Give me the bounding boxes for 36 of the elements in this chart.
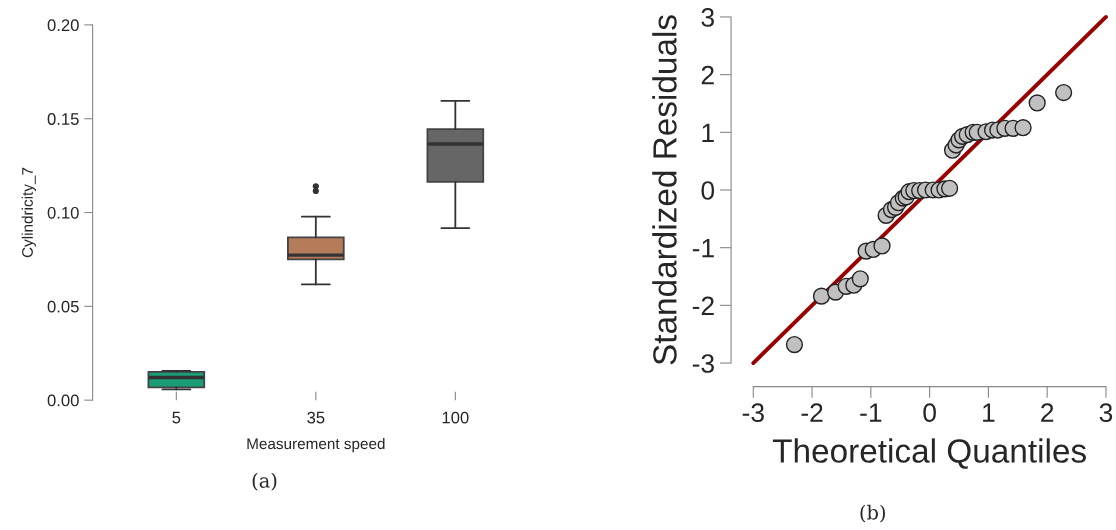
y-tick-label: -3 — [692, 354, 714, 373]
x-tick-label: 2 — [1041, 403, 1054, 422]
point — [812, 287, 831, 305]
x-tick-label: 1 — [983, 403, 995, 422]
y-tick-label: 0.10 — [47, 206, 79, 219]
y-tick-label: 0.20 — [47, 19, 79, 32]
point — [940, 179, 959, 197]
point — [873, 237, 891, 255]
text: (b) — [860, 504, 885, 523]
point — [1055, 83, 1073, 102]
x-tick-label: 3 — [1099, 403, 1113, 423]
y-tick-label: -2 — [692, 296, 714, 315]
point — [785, 335, 804, 354]
x-tick-label: -1 — [860, 403, 882, 422]
y-axis-title: Cylindricity_7 — [21, 167, 36, 258]
y-tick-label: 0 — [701, 181, 715, 200]
point — [1014, 119, 1032, 137]
x-tick-label: 100 — [442, 411, 469, 424]
y-tick-label: 0.00 — [47, 394, 79, 407]
point — [1028, 94, 1046, 112]
point — [851, 270, 869, 288]
x-tick-label: 35 — [307, 411, 325, 424]
x-axis-title: Measurement speed — [247, 437, 385, 453]
y-tick-label: 3 — [701, 8, 714, 27]
x-axis-title: Theoretical Quantiles — [772, 438, 1086, 469]
x-tick-label: -3 — [742, 403, 764, 423]
y-axis-title: Standardized Residuals — [652, 15, 677, 365]
y-tick-label: 0.05 — [47, 300, 79, 313]
text: (a) — [252, 472, 277, 491]
y-tick-label: 0.15 — [47, 113, 79, 125]
y-tick-label: -1 — [692, 239, 714, 258]
x-tick-label: 0 — [923, 403, 936, 423]
x-tick-label: -2 — [801, 403, 823, 422]
y-tick-label: 2 — [701, 65, 714, 85]
y-tick-label: 1 — [702, 123, 714, 142]
x-tick-label: 5 — [172, 411, 181, 424]
